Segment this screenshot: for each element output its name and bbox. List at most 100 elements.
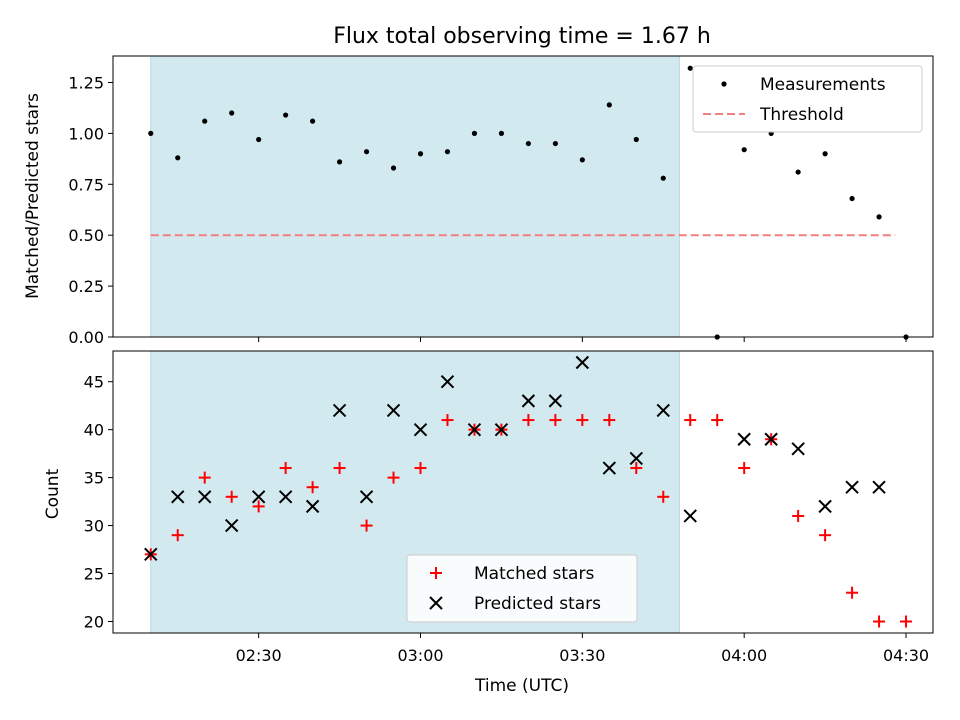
matched-star-point — [684, 414, 697, 427]
matched-star-point — [576, 414, 589, 427]
predicted-star-point — [332, 403, 347, 418]
measurement-point — [741, 147, 747, 153]
predicted-star-point — [845, 480, 859, 494]
measurement-point — [525, 140, 531, 147]
bottom-x-axis-label: Time (UTC) — [474, 676, 569, 696]
matched-star-point — [792, 509, 805, 522]
predicted-star-point — [629, 451, 643, 466]
bottom-legend: Matched stars Predicted stars — [406, 554, 638, 623]
predicted-star-point — [602, 461, 617, 475]
top-plot-area — [148, 65, 909, 340]
predicted-star-point — [575, 355, 590, 370]
matched-star-point — [360, 519, 373, 532]
bottom-y-axis: 20 25 30 35 40 45 — [84, 373, 113, 631]
matched-star-point — [225, 490, 238, 503]
predicted-star-point — [683, 509, 697, 523]
legend-predicted-label: Predicted stars — [474, 594, 601, 614]
measurement-point — [202, 118, 208, 124]
matched-star-point — [630, 462, 643, 475]
y-tick-label: 1.25 — [68, 73, 104, 92]
y-tick-label: 1.00 — [68, 124, 104, 143]
top-x-axis — [258, 337, 907, 342]
matched-star-point — [333, 462, 346, 475]
matched-star-point — [279, 462, 292, 475]
measurement-point — [849, 195, 855, 202]
measurement-point — [471, 130, 478, 136]
matched-star-point — [846, 586, 859, 599]
predicted-star-point — [278, 490, 293, 504]
matched-star-point — [900, 615, 913, 628]
measurement-point — [336, 159, 343, 165]
top-legend-box — [692, 65, 923, 133]
legend-measurements-marker — [721, 81, 727, 87]
matched-star-point — [414, 462, 427, 475]
predicted-star-point — [872, 480, 886, 494]
matched-star-point — [711, 414, 724, 427]
legend-predicted-marker — [429, 596, 443, 610]
bottom-x-axis: 02:30 03:00 03:30 04:00 04:30 — [236, 633, 929, 665]
predicted-star-point — [386, 403, 401, 418]
bottom-axes-frame — [112, 350, 934, 634]
matched-star-point — [387, 471, 400, 484]
legend-measurements-label: Measurements — [760, 75, 886, 95]
x-tick-label: 04:30 — [883, 646, 929, 665]
y-tick-label: 0.25 — [68, 277, 104, 296]
matched-star-point — [306, 481, 319, 494]
matched-star-point — [549, 414, 562, 427]
predicted-star-point — [656, 403, 670, 418]
measurement-point — [148, 130, 154, 136]
matched-star-point — [738, 462, 751, 475]
top-panel: 0.00 0.25 0.50 0.75 1.00 1.25 Matched/Predict… — [23, 55, 934, 347]
predicted-star-point — [144, 547, 158, 562]
measurement-point — [795, 169, 801, 175]
matched-star-point — [171, 529, 184, 542]
predicted-star-point — [171, 490, 185, 504]
y-tick-label: 45 — [84, 373, 104, 392]
top-legend: Measurements Threshold — [692, 65, 923, 133]
top-y-axis-label: Matched/Predicted stars — [23, 93, 43, 299]
y-tick-label: 30 — [84, 517, 104, 536]
y-tick-label: 0.50 — [68, 226, 104, 245]
matched-star-point — [873, 615, 886, 628]
predicted-star-point — [791, 442, 805, 456]
matched-star-point — [252, 500, 265, 513]
measurement-point — [606, 102, 612, 108]
chart-title: Flux total observing time = 1.67 h — [333, 24, 711, 49]
matched-star-point — [603, 414, 616, 427]
measurement-point — [256, 136, 262, 143]
predicted-star-point — [251, 490, 266, 504]
measurement-point — [876, 214, 882, 220]
measurement-point — [687, 65, 693, 71]
measurement-point — [390, 165, 397, 171]
y-tick-label: 40 — [84, 421, 104, 440]
matched-star-point — [441, 414, 454, 427]
predicted-star-point — [548, 394, 563, 408]
predicted-star-point — [764, 432, 778, 446]
measurement-point — [660, 175, 666, 181]
top-axes-frame — [112, 55, 934, 338]
top-y-axis: 0.00 0.25 0.50 0.75 1.00 1.25 — [68, 73, 113, 347]
x-tick-label: 03:30 — [559, 646, 605, 665]
predicted-star-point — [818, 499, 832, 514]
y-tick-label: 0.75 — [68, 175, 104, 194]
predicted-star-point — [737, 432, 751, 446]
y-tick-label: 25 — [84, 565, 104, 584]
y-tick-label: 0.00 — [68, 328, 104, 347]
predicted-star-point — [413, 422, 428, 437]
measurement-point — [417, 151, 424, 157]
measurement-point — [579, 157, 585, 163]
bottom-plot-area — [144, 355, 913, 628]
matched-star-point — [522, 414, 535, 427]
y-tick-label: 35 — [84, 469, 104, 488]
predicted-star-point — [198, 490, 212, 504]
measurement-point — [310, 118, 316, 124]
matched-star-point — [657, 490, 670, 503]
matched-star-point — [198, 471, 211, 484]
legend-threshold-label: Threshold — [759, 105, 844, 125]
measurement-point — [175, 155, 181, 161]
bottom-legend-box — [406, 554, 638, 623]
measurement-point — [229, 110, 235, 116]
x-tick-label: 02:30 — [236, 646, 282, 665]
bottom-panel: 20 25 30 35 40 45 02:30 03:00 03:30 04:00 04:30 C… — [43, 350, 934, 696]
